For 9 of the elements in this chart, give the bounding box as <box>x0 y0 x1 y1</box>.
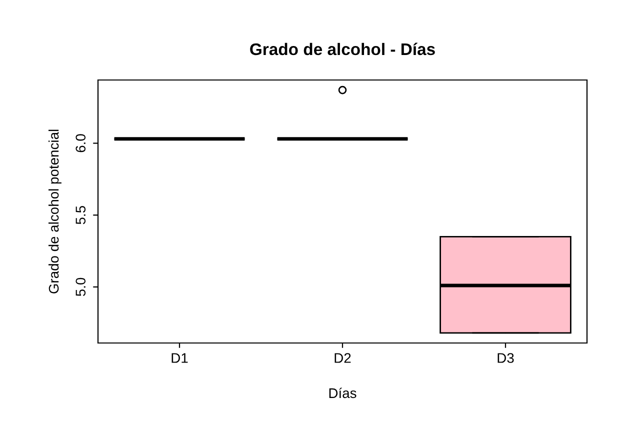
y-axis-title: Grado de alcohol potencial <box>48 130 62 294</box>
y-tick-label: 5.0 <box>76 278 86 296</box>
x-tick-label: D1 <box>172 353 188 363</box>
x-tick-label: D2 <box>334 353 351 363</box>
y-tick-label: 6.0 <box>76 134 86 152</box>
x-axis-title: Días <box>329 388 356 398</box>
y-tick-label: 5.5 <box>76 206 86 224</box>
x-tick-label: D3 <box>498 353 514 363</box>
chart-title: Grado de alcohol - Días <box>250 42 435 56</box>
